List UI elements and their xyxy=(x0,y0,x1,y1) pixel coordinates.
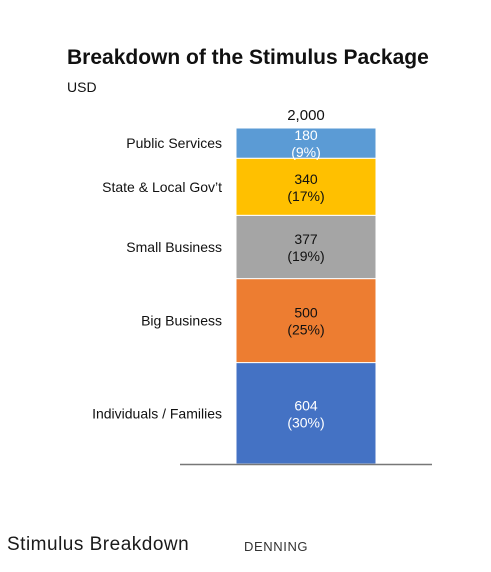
caption-bar: Stimulus Breakdown DENNING xyxy=(0,515,491,572)
percent-label-public-services: (9%) xyxy=(291,144,321,160)
value-label-big-business: 500 xyxy=(294,305,318,321)
category-label-small-business: Small Business xyxy=(126,239,222,255)
percent-label-big-business: (25%) xyxy=(287,322,324,338)
percent-label-individuals-families: (30%) xyxy=(287,414,324,430)
bar-segment-public-services xyxy=(235,127,377,159)
bar-segment-big-business xyxy=(235,278,377,364)
stacked-bar-chart: 604(30%) Individuals / Families 500(25%) Bi… xyxy=(92,107,432,466)
percent-label-small-business: (19%) xyxy=(287,248,324,264)
value-label-public-services: 180 xyxy=(294,127,318,143)
caption-author: DENNING xyxy=(244,539,309,554)
caption-title: Stimulus Breakdown xyxy=(7,534,190,555)
percent-label-state-local-gov-t: (17%) xyxy=(287,188,324,204)
bar-segment-individuals-families xyxy=(235,362,377,465)
value-label-individuals-families: 604 xyxy=(294,397,318,413)
chart-panel: Breakdown of the Stimulus Package USD 60… xyxy=(67,46,432,466)
category-label-big-business: Big Business xyxy=(141,313,222,329)
value-label-state-local-gov-t: 340 xyxy=(294,171,318,187)
value-label-small-business: 377 xyxy=(294,231,318,247)
total-label: 2,000 xyxy=(287,107,325,124)
chart-subtitle: USD xyxy=(67,79,97,95)
chart-title: Breakdown of the Stimulus Package xyxy=(67,46,429,69)
bar-segment-small-business xyxy=(235,214,377,280)
category-label-public-services: Public Services xyxy=(126,135,222,151)
category-label-individuals-families: Individuals / Families xyxy=(92,405,222,421)
category-label-state-local-gov-t: State & Local Gov’t xyxy=(102,179,222,195)
